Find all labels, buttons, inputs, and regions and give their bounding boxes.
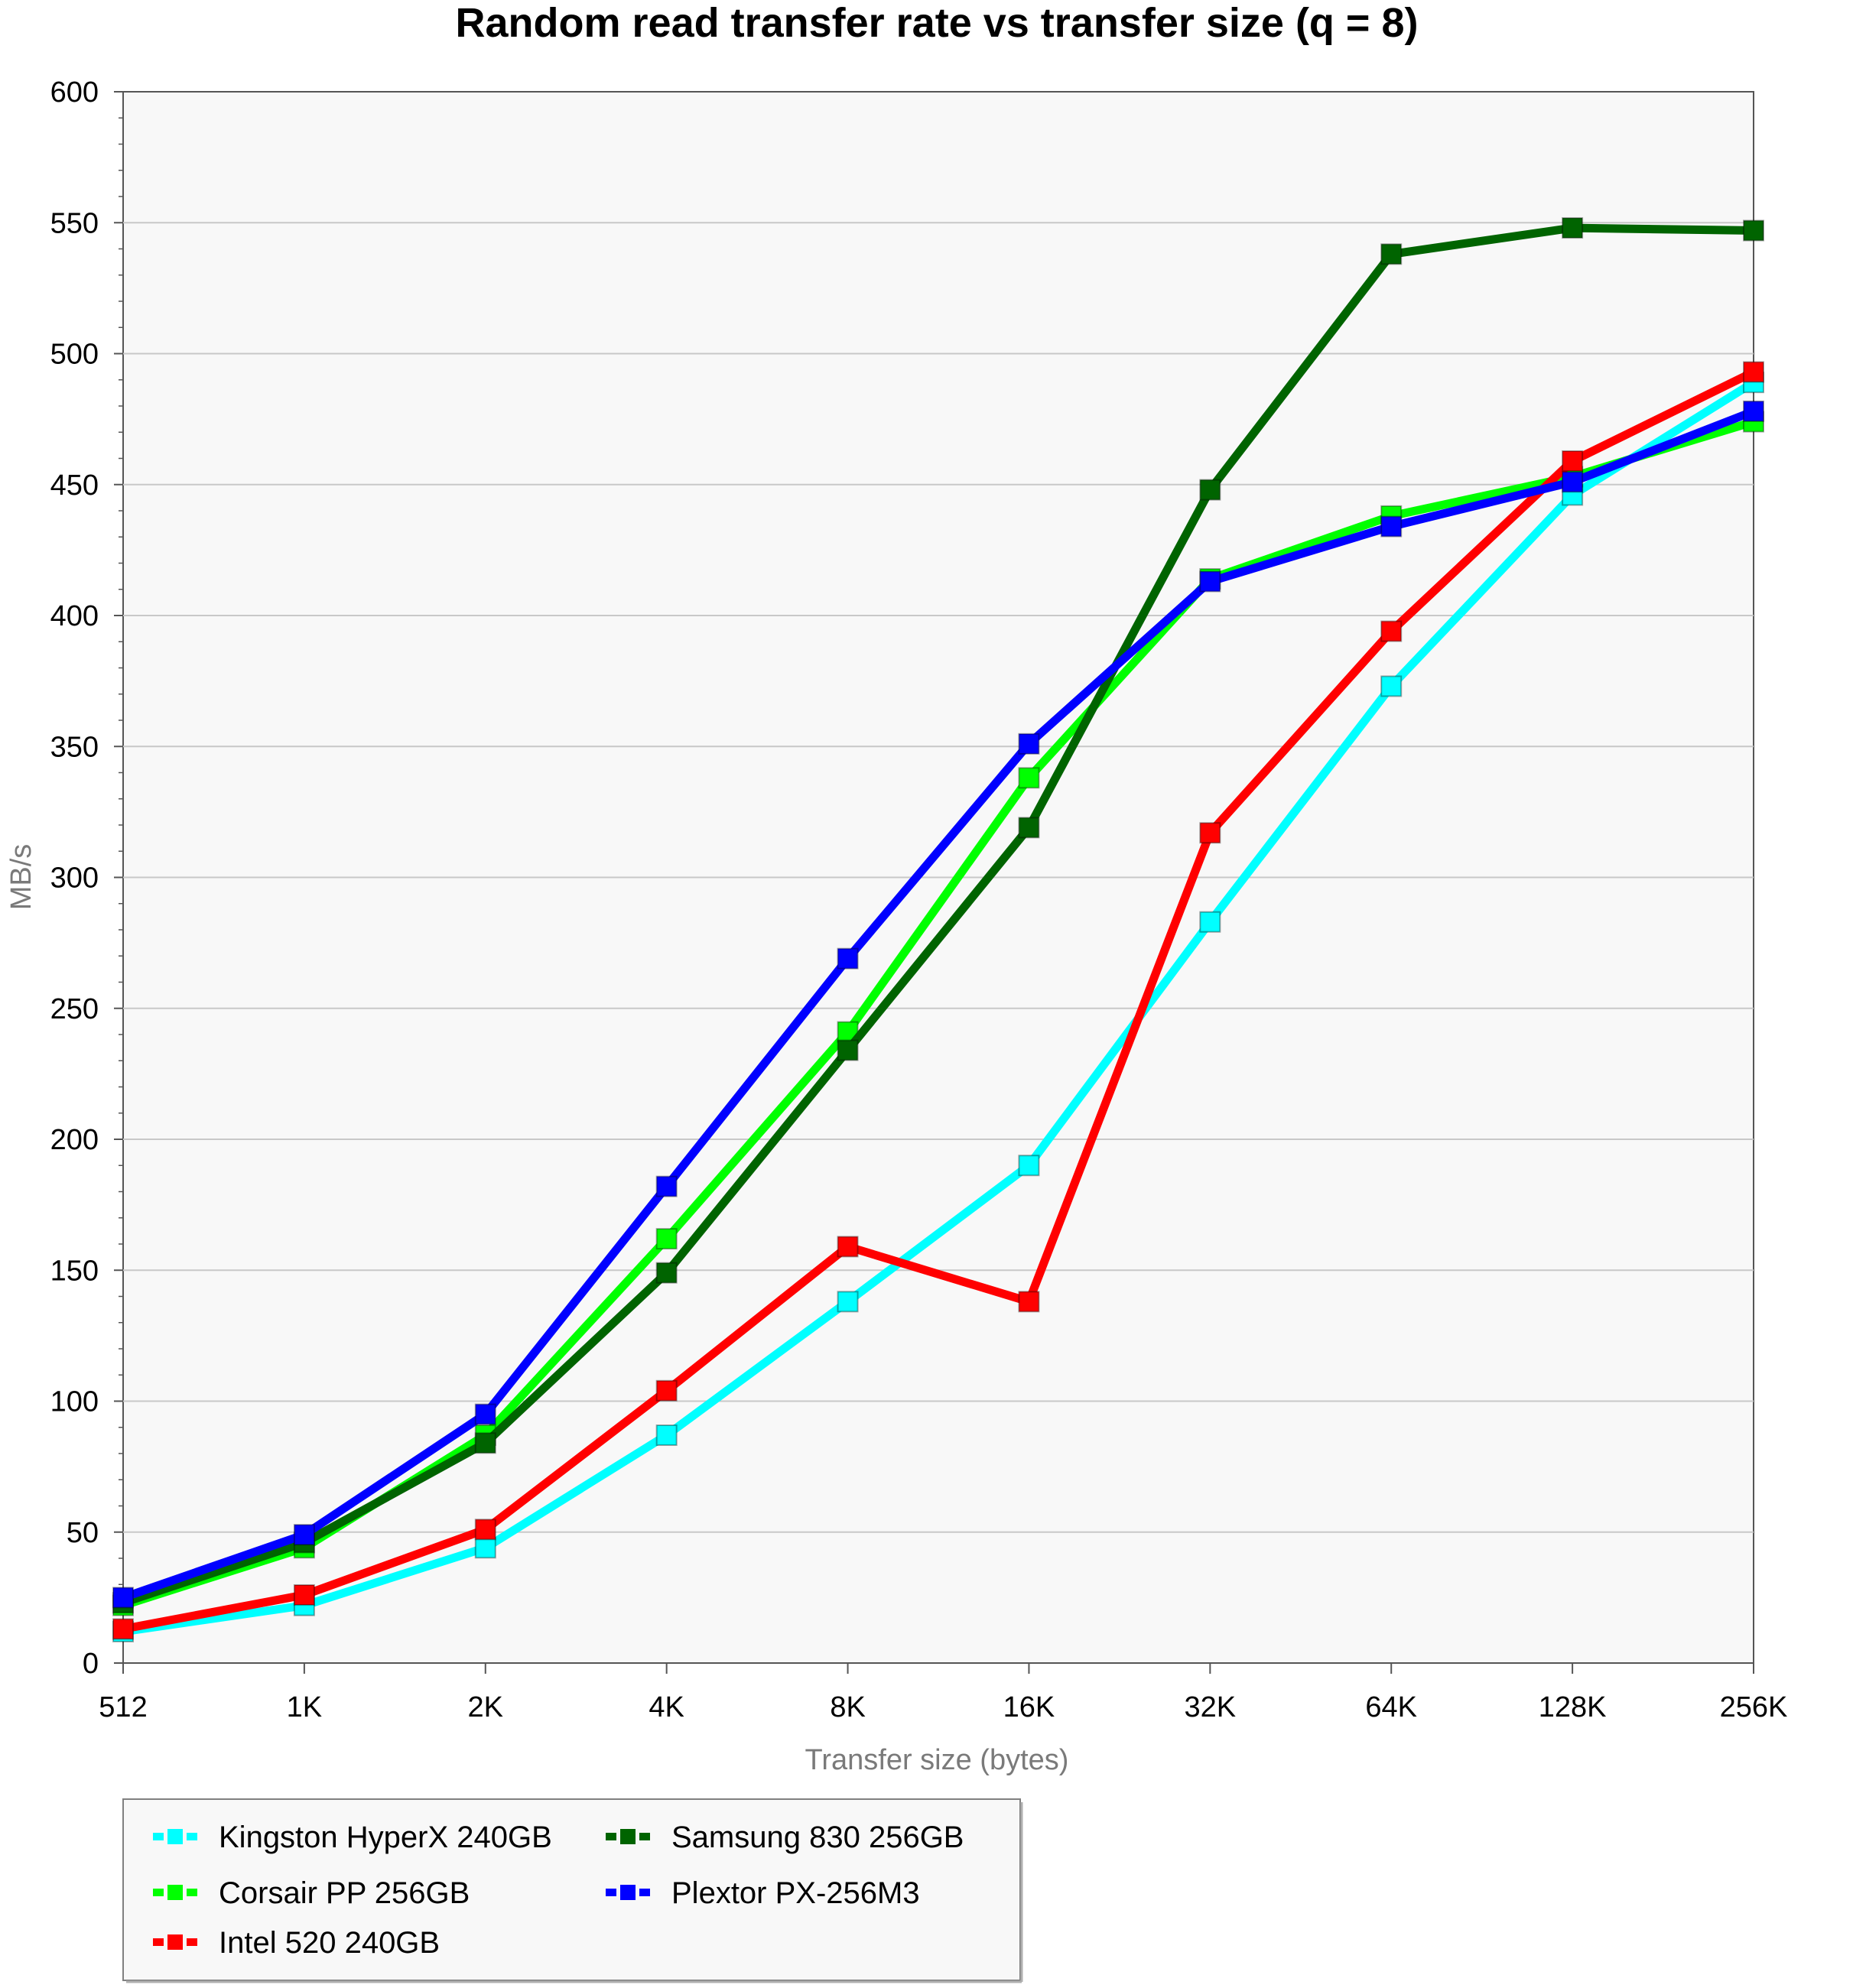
data-point	[112, 1587, 134, 1609]
y-tick-label: 450	[50, 469, 99, 502]
x-tick-label: 16K	[1003, 1691, 1055, 1723]
x-tick-label: 256K	[1720, 1691, 1788, 1723]
legend-item: Intel 520 240GB	[153, 1926, 440, 1960]
data-point	[1380, 515, 1403, 538]
series-samsung-830-256gb	[112, 217, 1764, 1614]
x-tick-label: 8K	[830, 1691, 865, 1723]
data-point	[1018, 1155, 1040, 1177]
data-point	[655, 1424, 678, 1447]
x-axis-label: Transfer size (bytes)	[805, 1744, 1069, 1776]
data-point	[1018, 733, 1040, 755]
y-tick-label: 150	[50, 1255, 99, 1287]
data-point	[293, 1584, 315, 1606]
data-point	[837, 1039, 859, 1061]
y-tick-label: 250	[50, 993, 99, 1025]
data-point	[1562, 217, 1584, 239]
x-tick-label: 4K	[649, 1691, 684, 1723]
data-point	[655, 1262, 678, 1284]
legend-item: Corsair PP 256GB	[153, 1876, 470, 1910]
data-point	[1562, 471, 1584, 493]
x-tick-label: 2K	[468, 1691, 503, 1723]
legend-label: Plextor PX-256M3	[671, 1876, 920, 1910]
y-tick-label: 50	[67, 1517, 99, 1549]
y-tick-label: 500	[50, 339, 99, 371]
data-point	[1199, 479, 1221, 501]
data-point	[1199, 911, 1221, 933]
data-point	[1018, 817, 1040, 839]
data-point	[655, 1228, 678, 1250]
legend-item: Kingston HyperX 240GB	[153, 1821, 552, 1854]
legend-label: Intel 520 240GB	[219, 1926, 440, 1960]
data-point	[655, 1175, 678, 1197]
y-axis-label: MB/s	[5, 844, 37, 911]
series-line	[119, 378, 1758, 1636]
data-point	[293, 1524, 315, 1546]
y-tick-label: 300	[50, 862, 99, 895]
series-intel-520-240gb	[112, 361, 1764, 1640]
data-point	[1380, 243, 1403, 265]
series-line	[119, 407, 1758, 1602]
legend-marker	[620, 1829, 636, 1844]
y-axis-ticks: 0 50 100 150 200 250 300 350 400 450 500 550 600	[50, 76, 123, 1680]
data-point	[837, 1291, 859, 1313]
legend-box	[122, 1798, 1021, 1981]
legend-marker	[167, 1829, 183, 1844]
x-tick-label: 64K	[1365, 1691, 1417, 1723]
legend-label: Samsung 830 256GB	[671, 1821, 964, 1854]
x-tick-label: 32K	[1185, 1691, 1237, 1723]
data-point	[1380, 620, 1403, 642]
y-tick-label: 400	[50, 600, 99, 632]
x-tick-label: 128K	[1539, 1691, 1607, 1723]
data-point	[1199, 822, 1221, 844]
data-point	[474, 1537, 496, 1559]
data-point	[474, 1403, 496, 1425]
series-lines	[112, 217, 1764, 1642]
data-point	[1743, 361, 1764, 383]
y-tick-label: 350	[50, 731, 99, 763]
data-point	[1562, 450, 1584, 472]
legend-item: Samsung 830 256GB	[606, 1821, 964, 1854]
data-point	[112, 1618, 134, 1640]
data-point	[1018, 1291, 1040, 1313]
data-point	[474, 1432, 496, 1454]
data-point	[1380, 675, 1403, 697]
x-axis-ticks: 512 1K 2K 4K 8K 16K 32K 64K 128K 256K	[99, 1663, 1787, 1723]
grid-lines	[123, 222, 1754, 1533]
x-tick-label: 1K	[287, 1691, 322, 1723]
data-point	[1018, 767, 1040, 789]
y-tick-label: 0	[83, 1648, 99, 1680]
data-point	[1199, 570, 1221, 593]
x-tick-label: 512	[99, 1691, 147, 1723]
y-tick-label: 550	[50, 207, 99, 239]
chart-title: Random read transfer rate vs transfer si…	[456, 0, 1419, 46]
data-point	[655, 1379, 678, 1402]
data-point	[1743, 219, 1764, 242]
legend-marker	[620, 1885, 636, 1900]
legend-marker	[167, 1934, 183, 1950]
data-point	[1743, 400, 1764, 422]
series-line	[119, 368, 1758, 1633]
legend-label: Corsair PP 256GB	[219, 1876, 470, 1910]
legend-label: Kingston HyperX 240GB	[219, 1821, 552, 1854]
data-point	[837, 1236, 859, 1258]
y-tick-label: 100	[50, 1386, 99, 1418]
series-plextor-px-256m3	[112, 400, 1764, 1609]
legend-items: Kingston HyperX 240GB Corsair PP 256GB Int…	[153, 1821, 964, 1960]
y-tick-label: 200	[50, 1124, 99, 1156]
legend-marker	[167, 1885, 183, 1900]
data-point	[474, 1519, 496, 1541]
legend: Kingston HyperX 240GB Corsair PP 256GB Int…	[122, 1798, 1023, 1983]
y-tick-label: 600	[50, 76, 99, 109]
series-line	[119, 223, 1758, 1607]
data-point	[837, 947, 859, 970]
legend-item: Plextor PX-256M3	[606, 1876, 920, 1910]
